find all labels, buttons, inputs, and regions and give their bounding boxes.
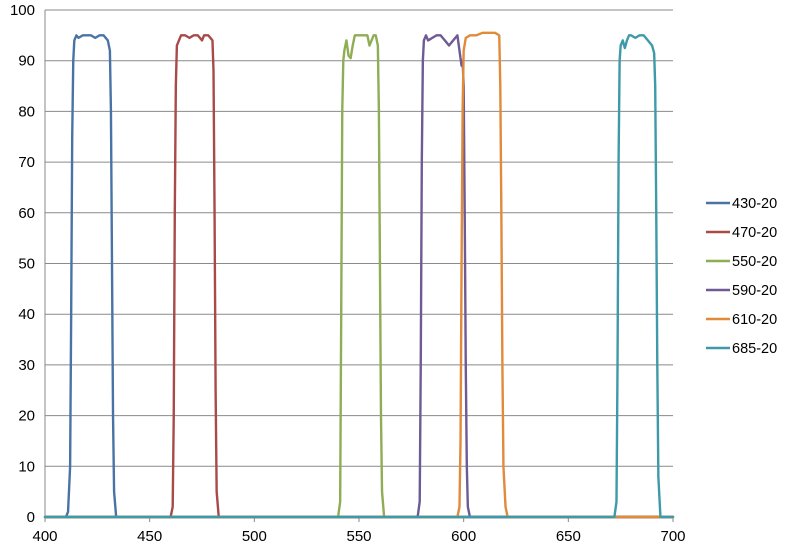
legend-label: 470-20 (732, 225, 777, 241)
y-tick-label: 50 (18, 256, 35, 273)
legend-label: 685-20 (732, 341, 777, 357)
series-lines (43, 31, 675, 519)
series-line-610-20 (43, 31, 675, 519)
y-tick-label: 10 (18, 458, 35, 475)
x-tick-label: 600 (451, 528, 476, 545)
x-tick-label: 400 (32, 528, 57, 545)
x-tick-label: 450 (137, 528, 162, 545)
gridlines (45, 9, 673, 467)
x-tick-label: 650 (556, 528, 581, 545)
y-tick-label: 20 (18, 408, 35, 425)
legend: 430-20 470-20 550-20 590-20 610-20 685-20 (706, 196, 777, 357)
y-tick-label: 40 (18, 306, 35, 323)
y-tick-label: 90 (18, 53, 35, 70)
x-tick-label: 500 (242, 528, 267, 545)
series-line-685-20 (43, 34, 675, 519)
legend-label: 610-20 (732, 312, 777, 328)
x-tick-label: 550 (346, 528, 371, 545)
legend-label: 430-20 (732, 196, 777, 212)
series-line-550-20 (43, 34, 675, 519)
y-tick-label: 80 (18, 103, 35, 120)
y-tick-label: 100 (10, 2, 35, 19)
x-tick-label: 700 (660, 528, 685, 545)
series-line-590-20 (43, 34, 675, 519)
y-tick-label: 70 (18, 154, 35, 171)
series-line-430-20 (43, 34, 675, 519)
legend-label: 590-20 (732, 283, 777, 299)
y-tick-label: 30 (18, 357, 35, 374)
series-line-470-20 (43, 34, 675, 519)
legend-label: 550-20 (732, 254, 777, 270)
y-tick-label: 0 (27, 509, 35, 526)
y-tick-label: 60 (18, 205, 35, 222)
